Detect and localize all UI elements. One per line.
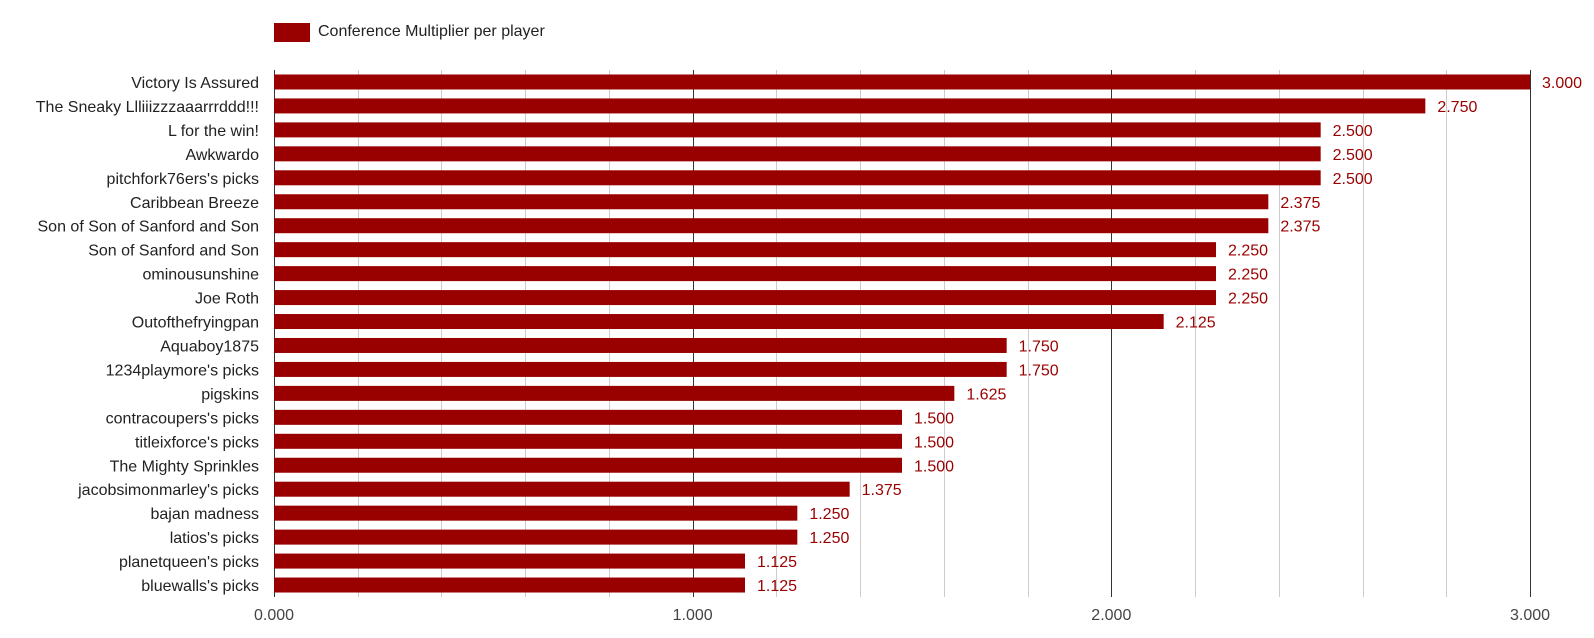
x-tick-label: 3.000 — [1510, 607, 1550, 624]
category-label: ominousunshine — [142, 267, 259, 284]
value-label: 2.375 — [1280, 219, 1320, 236]
category-label: latios's picks — [170, 530, 259, 547]
value-label: 1.500 — [914, 434, 954, 451]
bar — [274, 505, 798, 521]
legend: Conference Multiplier per player — [274, 20, 545, 44]
category-label: Victory Is Assured — [131, 75, 259, 92]
x-tick-label: 1.000 — [673, 607, 713, 624]
value-label: 2.250 — [1228, 267, 1268, 284]
value-label: 1.375 — [862, 482, 902, 499]
bar — [274, 385, 955, 401]
category-label: Joe Roth — [195, 291, 259, 308]
value-label: 1.250 — [809, 530, 849, 547]
category-label: The Sneaky Llliiizzzaaarrrddd!!! — [36, 99, 259, 116]
category-label: bluewalls's picks — [141, 578, 259, 595]
value-label: 1.125 — [757, 554, 797, 571]
bar — [274, 242, 1216, 258]
bar — [274, 74, 1530, 90]
value-label: 1.625 — [966, 386, 1006, 403]
legend-swatch — [274, 22, 310, 42]
value-label: 1.750 — [1019, 362, 1059, 379]
category-label: 1234playmore's picks — [106, 362, 259, 379]
x-tick-label: 2.000 — [1091, 607, 1131, 624]
category-label: bajan madness — [150, 506, 259, 523]
bar — [274, 170, 1321, 186]
bar — [274, 457, 902, 473]
category-label: contracoupers's picks — [106, 410, 259, 427]
bar — [274, 146, 1321, 162]
value-label: 2.750 — [1437, 99, 1477, 116]
category-label: planetqueen's picks — [119, 554, 259, 571]
value-labels: 3.000 2.750 2.500 2.500 2.500 2.375 2.375 2.250… — [757, 75, 1582, 595]
category-label: pitchfork76ers's picks — [107, 171, 259, 188]
bar — [274, 122, 1321, 138]
value-label: 2.500 — [1333, 147, 1373, 164]
value-label: 3.000 — [1542, 75, 1582, 92]
value-label: 1.500 — [914, 410, 954, 427]
legend-label: Conference Multiplier per player — [318, 23, 545, 40]
bar — [274, 577, 745, 593]
category-label: Aquaboy1875 — [160, 338, 259, 355]
value-label: 2.500 — [1333, 171, 1373, 188]
category-label: Son of Sanford and Son — [88, 243, 259, 260]
category-label: L for the win! — [168, 123, 259, 140]
value-label: 2.375 — [1280, 195, 1320, 212]
category-label: Awkwardo — [185, 147, 259, 164]
value-label: 2.500 — [1333, 123, 1373, 140]
bar — [274, 290, 1216, 306]
value-label: 1.500 — [914, 458, 954, 475]
category-label: titleixforce's picks — [135, 434, 259, 451]
category-labels: Victory Is Assured The Sneaky Llliiizzzaa… — [36, 75, 259, 595]
bar — [274, 266, 1216, 282]
value-label: 1.750 — [1019, 338, 1059, 355]
x-tick-label: 0.000 — [254, 607, 294, 624]
value-label: 2.250 — [1228, 243, 1268, 260]
category-label: Outofthefryingpan — [132, 315, 259, 332]
bar — [274, 194, 1269, 210]
category-label: pigskins — [201, 386, 259, 403]
bar — [274, 314, 1164, 330]
value-label: 1.125 — [757, 578, 797, 595]
bar — [274, 481, 850, 497]
bar — [274, 337, 1007, 353]
category-label: The Mighty Sprinkles — [110, 458, 259, 475]
bar — [274, 409, 902, 425]
bar — [274, 361, 1007, 377]
category-label: jacobsimonmarley's picks — [77, 482, 259, 499]
bar — [274, 218, 1269, 234]
bar — [274, 529, 798, 545]
x-axis-tick-labels: 0.000 1.000 2.000 3.000 — [254, 607, 1550, 624]
category-label: Caribbean Breeze — [130, 195, 259, 212]
value-label: 1.250 — [809, 506, 849, 523]
value-label: 2.125 — [1176, 315, 1216, 332]
bar — [274, 98, 1426, 114]
value-label: 2.250 — [1228, 291, 1268, 308]
category-label: Son of Son of Sanford and Son — [38, 219, 260, 236]
bars — [274, 74, 1530, 593]
bar — [274, 433, 902, 449]
bar — [274, 553, 745, 569]
